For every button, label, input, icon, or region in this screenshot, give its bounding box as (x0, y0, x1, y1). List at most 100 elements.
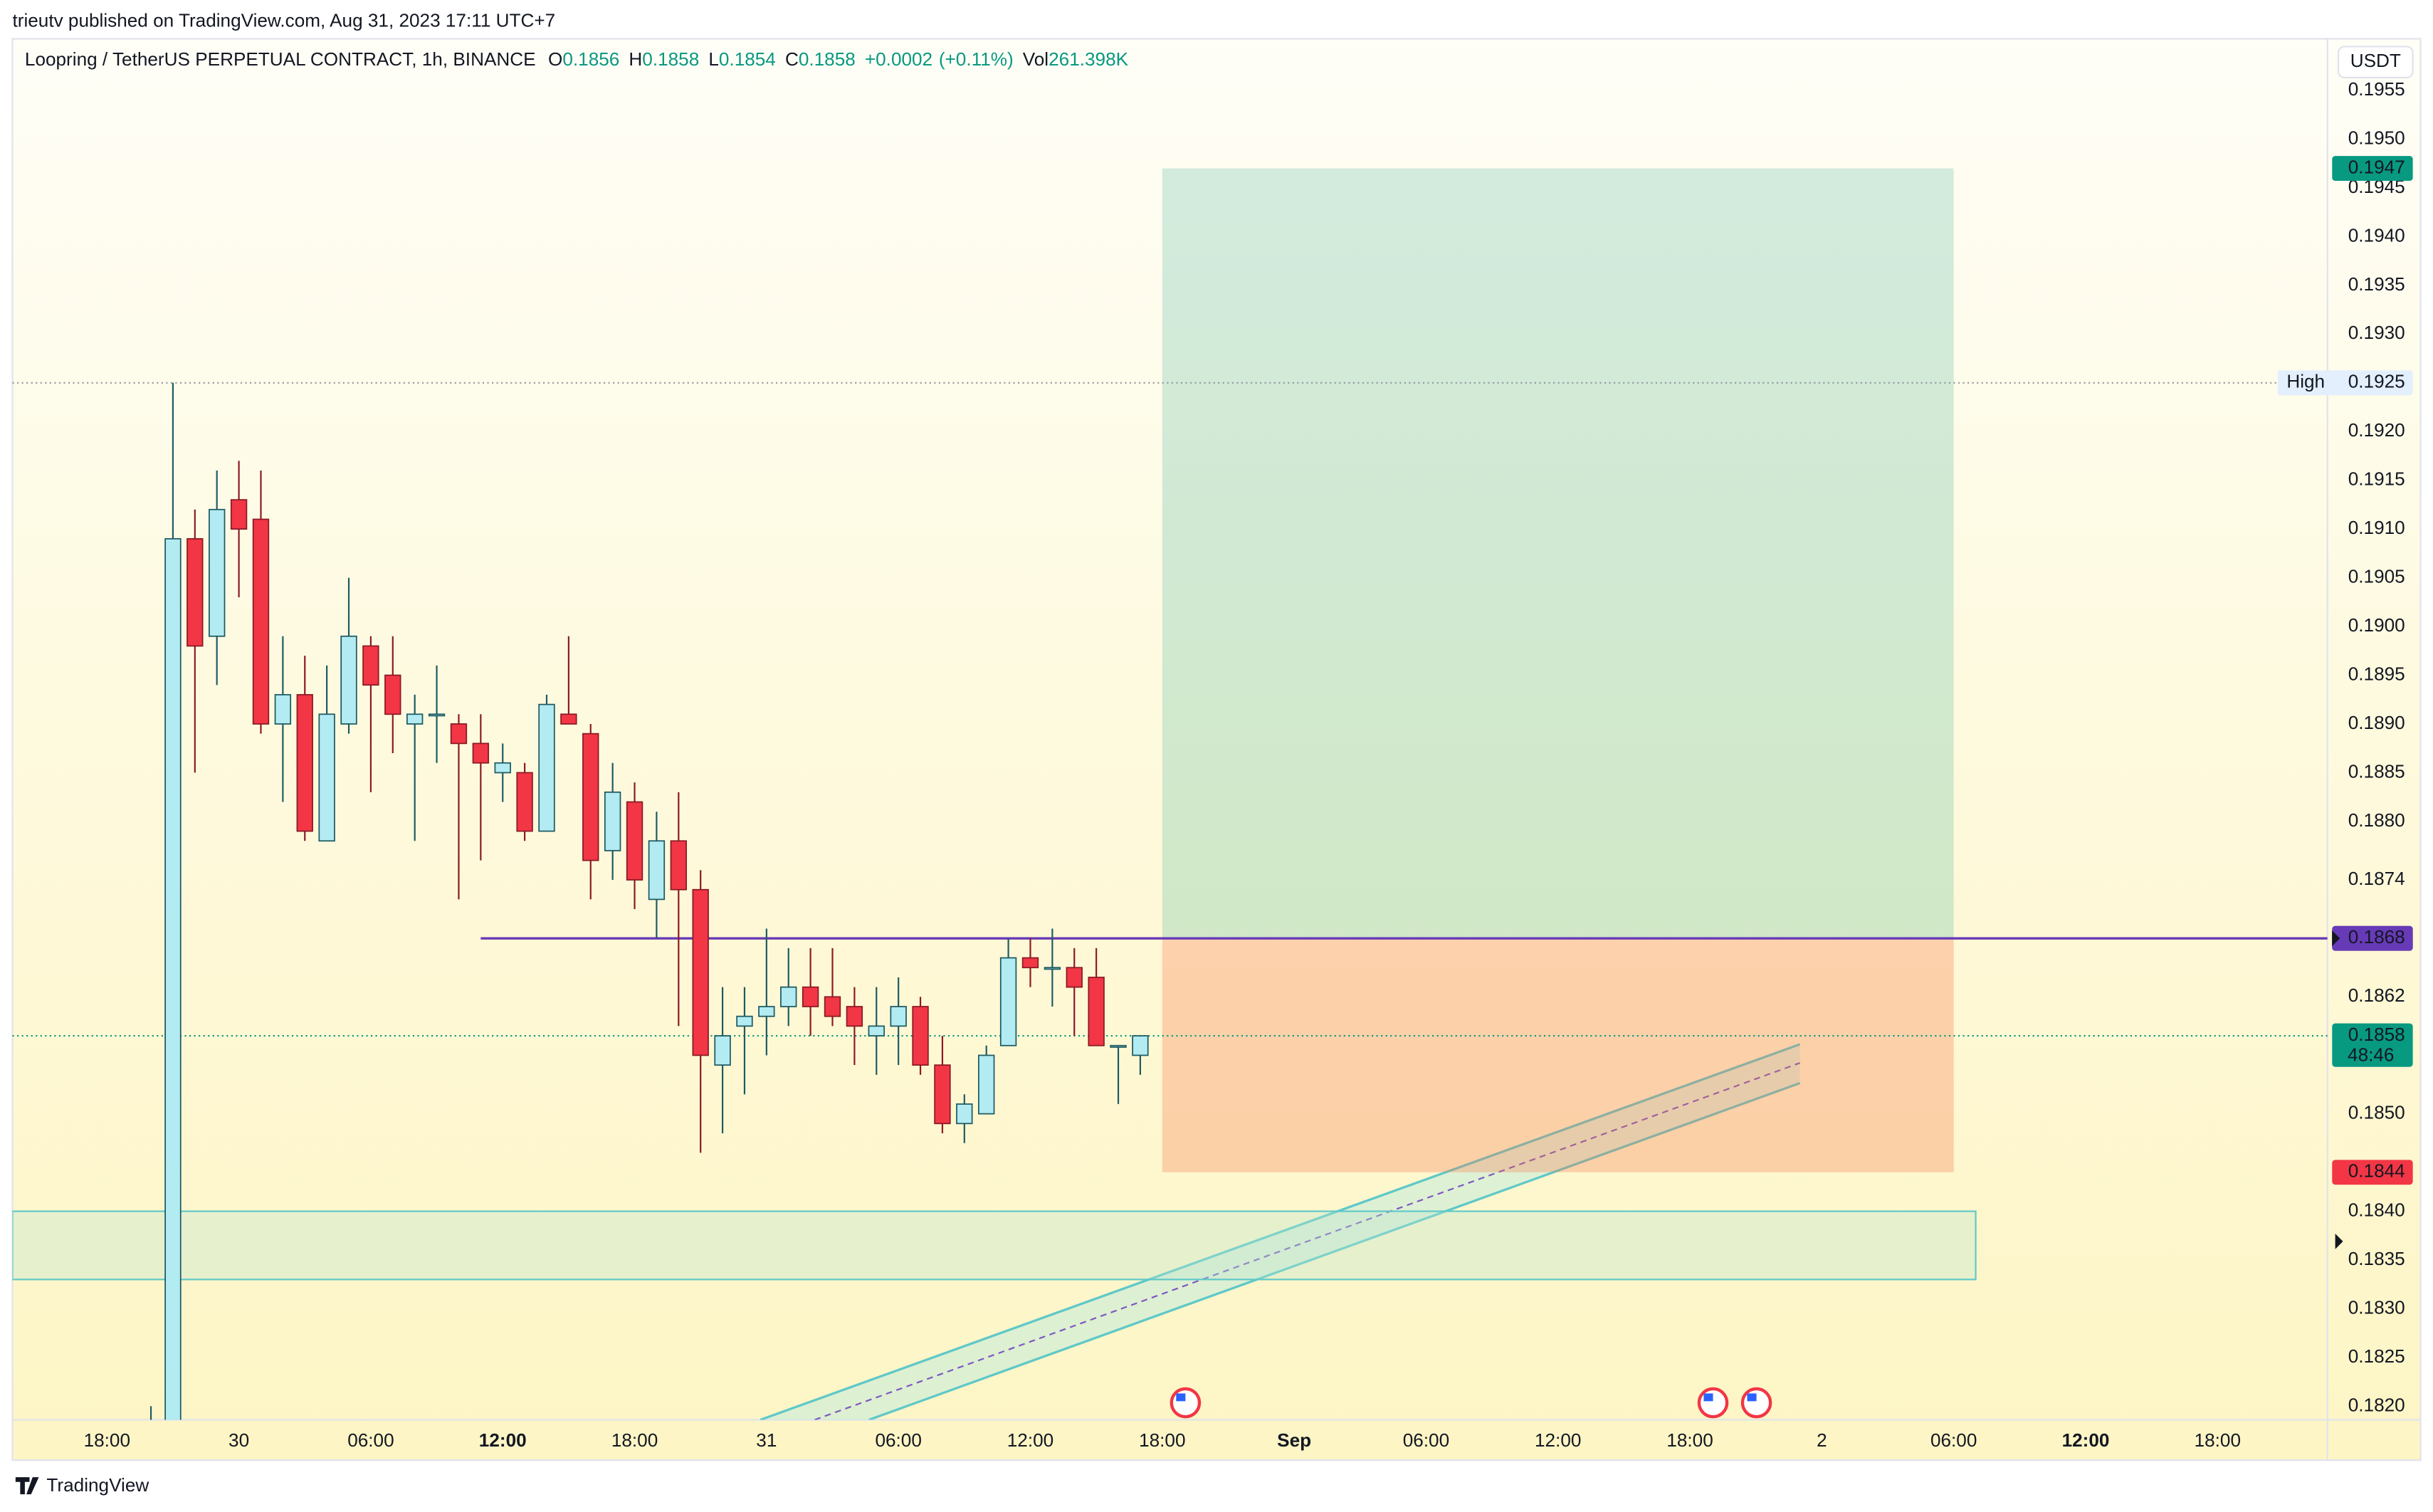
ohlc-label: O (548, 48, 562, 70)
event-icons (1170, 1387, 1772, 1419)
channel-mid (814, 1062, 1800, 1420)
candle-body (604, 791, 621, 851)
marker (2335, 1233, 2343, 1249)
candle-body (274, 694, 292, 725)
y-tick-label: 0.1830 (2348, 1296, 2405, 1318)
x-tick-label: 12:00 (479, 1429, 527, 1451)
price-label-box (2332, 925, 2413, 951)
y-tick-label: 0.1820 (2348, 1394, 2405, 1415)
x-tick-label: 12:00 (1007, 1429, 1053, 1451)
y-tick-label: 0.1895 (2348, 663, 2405, 684)
countdown: 48:46 (2348, 1044, 2394, 1065)
y-unit: USDT (2350, 50, 2401, 71)
y-tick-label: 0.1940 (2348, 224, 2405, 246)
candle-body (252, 518, 270, 725)
candle-body (1132, 1035, 1149, 1056)
position-target (1162, 168, 1954, 939)
price-label-box (2332, 1160, 2413, 1185)
x-tick-label: 06:00 (1930, 1429, 1977, 1451)
header-legend: Loopring / TetherUS PERPETUAL CONTRACT, … (25, 48, 1129, 70)
y-tick-label: 0.1955 (2348, 78, 2405, 100)
price-label-box (2332, 1023, 2413, 1067)
candle-body (1088, 977, 1105, 1046)
ohlc-label: C (785, 48, 799, 70)
candle-body (1044, 967, 1061, 970)
x-tick-label: 2 (1817, 1429, 1827, 1451)
x-tick-label: 18:00 (1139, 1429, 1185, 1451)
candle-body (714, 1035, 731, 1066)
event-icon (1170, 1387, 1202, 1419)
candle-body (824, 996, 841, 1017)
candle-body (846, 1006, 863, 1027)
y-tick-label: 0.1910 (2348, 517, 2405, 538)
candle-body (912, 1006, 929, 1066)
y-tick-label: 0.1840 (2348, 1199, 2405, 1220)
position-stop (1162, 938, 1954, 1172)
y-tick-label: 0.1930 (2348, 322, 2405, 343)
flag (1703, 1393, 1713, 1402)
candle-body (494, 762, 511, 774)
candle-body (648, 840, 666, 901)
candle-body (318, 713, 335, 842)
y-tick-label: 0.1850 (2348, 1102, 2405, 1123)
y-tick-label: 0.1825 (2348, 1345, 2405, 1367)
y-tick-label: 0.1890 (2348, 712, 2405, 733)
candle-body (516, 772, 533, 832)
channel-line (760, 1043, 1801, 1420)
candle-body (1110, 1044, 1127, 1048)
candle-body (956, 1103, 973, 1125)
price-label: 0.1947 (2348, 156, 2405, 177)
candle-body (582, 733, 599, 861)
zone (12, 1210, 1977, 1281)
candle-body (999, 957, 1017, 1046)
publisher: trieutv published on TradingView.com, Au… (12, 9, 555, 31)
y-tick-label: 0.1835 (2348, 1248, 2405, 1269)
y-tick-label: 0.1862 (2348, 985, 2405, 1006)
ohlc-value: 0.1858 (799, 48, 856, 70)
footer: TradingView (46, 1474, 149, 1496)
candle-body (472, 742, 490, 764)
flag (1176, 1393, 1186, 1402)
y-tick-label: 0.1915 (2348, 468, 2405, 490)
price-label: 0.1868 (2348, 926, 2405, 947)
price-label: 0.1844 (2348, 1160, 2405, 1182)
change-percent: (+0.11%) (939, 48, 1014, 70)
candle-body (780, 986, 797, 1007)
y-tick-label: 0.1905 (2348, 566, 2405, 587)
candle-body (934, 1064, 951, 1125)
x-tick-label: Sep (1277, 1429, 1311, 1451)
candle-body (758, 1006, 775, 1017)
plot (12, 168, 2328, 1420)
change: +0.0002 (865, 48, 932, 70)
candle-body (296, 694, 313, 832)
candle-body (230, 499, 248, 530)
x-tick-label: 30 (228, 1429, 249, 1451)
candle-body (538, 703, 555, 832)
price-label-box (2332, 370, 2413, 396)
x-tick-label: 06:00 (347, 1429, 394, 1451)
y-tick-label: 0.1920 (2348, 419, 2405, 441)
channel-line (868, 1081, 1801, 1420)
price-label: 0.1925 (2348, 371, 2405, 392)
candle-body (164, 537, 182, 1420)
y-tick-label: 0.1885 (2348, 760, 2405, 782)
event-icon (1740, 1387, 1772, 1419)
candle-body (802, 986, 819, 1007)
price-label: 0.1858 (2348, 1024, 2405, 1045)
x-tick-label: 12:00 (1535, 1429, 1581, 1451)
ohlc-value: 0.1858 (642, 48, 699, 70)
candle-body (340, 635, 357, 725)
x-tick-label: 06:00 (875, 1429, 921, 1451)
candle-body (428, 713, 446, 717)
unit-box (2337, 46, 2414, 79)
x-tick-label: 06:00 (1403, 1429, 1449, 1451)
candle-body (406, 713, 424, 725)
ohlc-value: 0.1856 (562, 48, 619, 70)
logo (15, 1477, 39, 1495)
y-tick-label: 0.1880 (2348, 809, 2405, 831)
y-tick-label: 0.1900 (2348, 614, 2405, 636)
y-tick-label: 0.1874 (2348, 868, 2405, 889)
candle-body (736, 1015, 753, 1027)
